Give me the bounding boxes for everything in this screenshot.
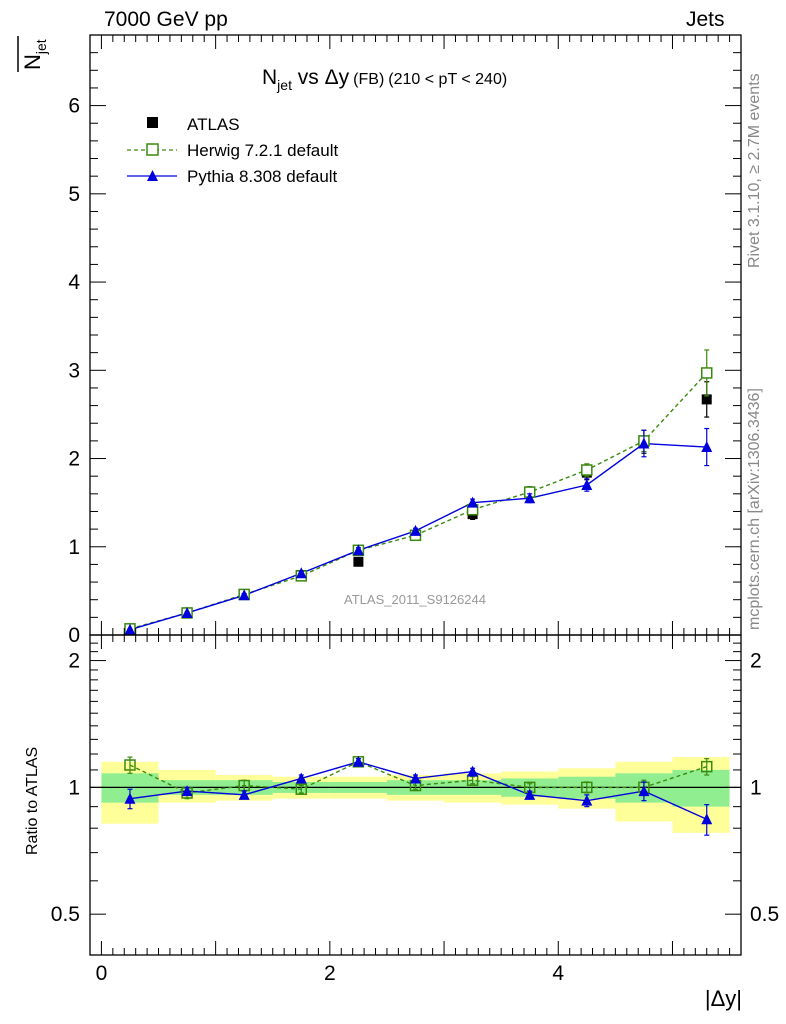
header-left: 7000 GeV pp	[104, 8, 228, 31]
x-tick-label: 4	[552, 962, 564, 985]
legend-marker-herwig	[146, 143, 159, 156]
ratio-tick-label-right: 0.5	[750, 903, 779, 926]
pythia-point	[638, 437, 650, 449]
pythia-ratio-point	[524, 788, 536, 800]
title-sub: jet	[276, 77, 292, 93]
title-range: (210 < pT < 240)	[388, 71, 507, 88]
pythia-point	[124, 623, 136, 635]
ratio-band-stat	[672, 769, 730, 807]
y-tick-label-main: 1	[68, 536, 80, 559]
pythia-ratio-point	[181, 785, 193, 797]
svg-text:Ratio to ATLAS: Ratio to ATLAS	[24, 747, 41, 855]
pythia-point	[352, 544, 364, 556]
legend-label-atlas: ATLAS	[187, 115, 240, 134]
herwig-ratio-point	[124, 759, 136, 771]
herwig-point	[700, 367, 713, 379]
y-axis-label-main: Njet	[17, 36, 49, 72]
legend-label-herwig: Herwig 7.2.1 default	[187, 141, 338, 160]
pythia-point	[181, 606, 193, 618]
watermark: ATLAS_2011_S9126244	[344, 592, 486, 607]
herwig-ratio-point	[581, 781, 593, 794]
herwig-ratio-point	[295, 783, 308, 795]
y-tick-label-main: 3	[68, 359, 80, 382]
y-tick-label-main: 5	[68, 183, 80, 206]
pythia-ratio-point	[124, 792, 136, 804]
pythia-point	[701, 441, 713, 453]
y-tick-label-main: 6	[68, 95, 80, 118]
ratio-frame	[89, 634, 742, 956]
legend-marker-atlas	[147, 117, 158, 128]
pythia-ratio-point	[410, 772, 421, 784]
ratio-tick-label-left: 1	[68, 776, 80, 799]
pythia-ratio-point	[352, 755, 364, 767]
y-tick-label-main: 4	[68, 271, 80, 294]
x-tick-label: 2	[324, 962, 336, 985]
axes: 0 2 4 0 1 2 3 4 5 6 0.5 0.5 1 1 2 2	[51, 34, 779, 985]
pythia-point	[238, 589, 250, 601]
atlas-point	[353, 556, 364, 567]
ratio-tick-label-right: 2	[750, 650, 762, 673]
title-n: N	[262, 66, 277, 89]
y-tick-label-main: 2	[68, 448, 80, 471]
pythia-ratio-point	[467, 765, 479, 777]
legend-marker-pythia	[147, 170, 158, 181]
svg-text:Njet: Njet	[20, 39, 49, 70]
pythia-point	[410, 524, 421, 536]
pythia-point	[295, 567, 307, 579]
ylabel-base: N	[20, 54, 45, 70]
legend-label-pythia: Pythia 8.308 default	[187, 167, 338, 186]
pythia-point	[467, 496, 479, 508]
pythia-ratio-point	[295, 772, 307, 784]
title-rest: vs Δy	[292, 66, 350, 89]
pythia-ratio-point	[238, 788, 250, 800]
atlas-point	[701, 394, 712, 405]
legend: ATLAS Herwig 7.2.1 default Pythia 8.308 …	[127, 115, 338, 186]
ratio-panel-data	[90, 755, 741, 836]
x-tick-label: 0	[96, 962, 108, 985]
y-tick-label-main: 0	[68, 624, 80, 647]
ratio-tick-label-left: 2	[68, 650, 80, 673]
chart-title: Njet vs Δy (FB) (210 < pT < 240)	[262, 66, 507, 93]
main-panel-data	[124, 349, 713, 635]
header-right: Jets	[686, 8, 725, 31]
ratio-tick-label-left: 0.5	[51, 903, 80, 926]
pythia-ratio-point	[701, 813, 713, 825]
ratio-tick-label-right: 1	[750, 776, 762, 799]
pythia-point	[581, 479, 593, 490]
pythia-ratio-point	[638, 785, 650, 797]
herwig-point	[581, 464, 593, 476]
pythia-ratio-point	[581, 794, 593, 806]
title-fb: (FB)	[353, 71, 384, 88]
herwig-ratio-point	[700, 760, 713, 773]
pythia-point	[524, 492, 536, 504]
herwig-line	[129, 372, 708, 630]
ylabel-sub: jet	[33, 39, 49, 55]
x-axis-label: |Δy|	[705, 986, 742, 1011]
y-axis-label-ratio: Ratio to ATLAS	[24, 747, 41, 855]
